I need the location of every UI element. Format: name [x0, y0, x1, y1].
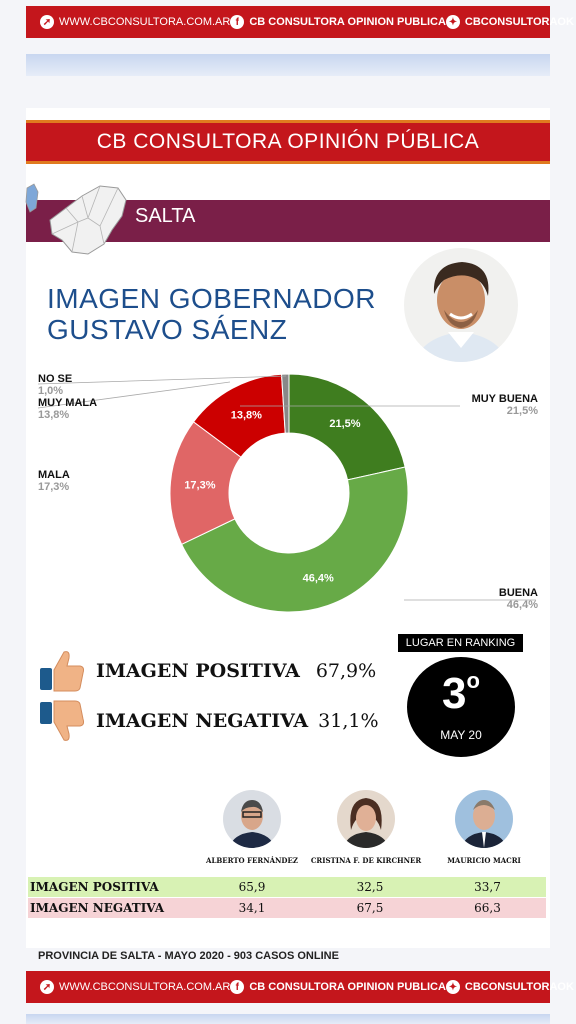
- heading-line-1: IMAGEN GOBERNADOR: [47, 283, 376, 314]
- avatar: [337, 790, 395, 848]
- leader-line: [37, 381, 231, 409]
- legend-buena: BUENA 46,4%: [458, 587, 538, 611]
- twitter-link[interactable]: ✦ CBCONSULTORAOK: [445, 980, 574, 994]
- bottom-banner: ➚ WWW.CBCONSULTORA.COM.AR f CB CONSULTOR…: [26, 971, 574, 1003]
- table-row-negative: IMAGEN NEGATIVA 34,1 67,5 66,3: [28, 898, 546, 918]
- ranking-label: LUGAR EN RANKING: [398, 634, 523, 652]
- negative-value: 31,1%: [318, 710, 379, 732]
- legend-mala: MALA 17,3%: [38, 469, 70, 493]
- politician-name: ALBERTO FERNÁNDEZ: [206, 856, 298, 865]
- legend-mala-label: MALA: [38, 469, 70, 481]
- slice-no-se: [280, 373, 290, 434]
- ranking-position: 3o: [407, 668, 515, 719]
- table-cell: 32,5: [356, 880, 384, 894]
- table-cell: 65,9: [238, 880, 266, 894]
- website-text: WWW.CBCONSULTORA.COM.AR: [59, 981, 231, 993]
- cursor-click-icon: ➚: [40, 980, 54, 994]
- thumbs-up-icon: [40, 651, 85, 692]
- legend-no-se: NO SE 1,0%: [38, 373, 72, 397]
- legend-buena-value: 46,4%: [506, 599, 538, 611]
- slice-muy-buena: [288, 373, 406, 481]
- cursor-click-icon: ➚: [40, 15, 54, 29]
- legend-no-se-value: 1,0%: [38, 385, 64, 397]
- negative-label: IMAGEN NEGATIVA: [96, 710, 309, 732]
- legend-muy-buena: MUY BUENA 21,5%: [458, 393, 538, 417]
- twitter-link[interactable]: ✦ CBCONSULTORAOK: [445, 15, 574, 29]
- table-cell: 33,7: [474, 880, 501, 894]
- governor-portrait: [404, 248, 518, 362]
- donut-chart: 21,5% 46,4% 17,3% 13,8%: [37, 373, 536, 613]
- twitter-text: CBCONSULTORAOK: [464, 981, 574, 993]
- data-label-muy-mala: 13,8%: [231, 409, 262, 421]
- row-label: IMAGEN NEGATIVA: [30, 901, 164, 915]
- table-cell: 67,5: [356, 901, 384, 915]
- website-link[interactable]: ➚ WWW.CBCONSULTORA.COM.AR: [40, 15, 230, 29]
- legend-buena-label: BUENA: [498, 587, 538, 599]
- legend-no-se-label: NO SE: [38, 373, 73, 385]
- chart-heading: IMAGEN GOBERNADOR GUSTAVO SÁENZ: [47, 283, 376, 345]
- legend-muy-mala-value: 13,8%: [38, 409, 70, 421]
- decorative-strip: [26, 1014, 550, 1024]
- facebook-link[interactable]: f CB CONSULTORA OPINION PUBLICA: [230, 980, 446, 994]
- table-cell: 34,1: [238, 901, 266, 915]
- thumbs-down-icon: [40, 700, 85, 741]
- positive-value: 67,9%: [315, 660, 377, 682]
- data-label-muy-buena: 21,5%: [329, 418, 360, 430]
- politician-3: MAURICIO MACRI: [424, 790, 544, 865]
- positive-label: IMAGEN POSITIVA: [96, 660, 300, 682]
- twitter-text: CBCONSULTORAOK: [464, 16, 574, 28]
- positive-image-row: IMAGEN POSITIVA 67,9%: [38, 648, 376, 694]
- legend-muy-mala: MUY MALA 13,8%: [38, 397, 97, 421]
- politician-name: MAURICIO MACRI: [447, 856, 521, 865]
- ranking-date: MAY 20: [440, 728, 482, 742]
- decorative-strip: [26, 54, 550, 76]
- website-text: WWW.CBCONSULTORA.COM.AR: [59, 16, 231, 28]
- heading-line-2: GUSTAVO SÁENZ: [47, 314, 288, 345]
- facebook-icon: f: [230, 15, 245, 29]
- ranking-superscript: o: [466, 668, 480, 694]
- table-row-positive: IMAGEN POSITIVA 65,9 32,5 33,7: [28, 877, 546, 897]
- top-banner: ➚ WWW.CBCONSULTORA.COM.AR f CB CONSULTOR…: [26, 6, 574, 38]
- negative-image-row: IMAGEN NEGATIVA 31,1%: [38, 698, 379, 744]
- avatar: [455, 790, 513, 848]
- leader-line: [37, 375, 287, 385]
- row-label: IMAGEN POSITIVA: [30, 880, 159, 894]
- table-cell: 66,3: [474, 901, 501, 915]
- legend-muy-buena-value: 21,5%: [506, 405, 538, 417]
- politician-1: ALBERTO FERNÁNDEZ: [192, 790, 312, 865]
- footer-note: PROVINCIA DE SALTA - MAYO 2020 - 903 CAS…: [38, 950, 339, 962]
- data-label-mala: 17,3%: [184, 479, 215, 491]
- legend-muy-buena-label: MUY BUENA: [471, 393, 538, 405]
- twitter-icon: ✦: [445, 980, 460, 994]
- legend-mala-value: 17,3%: [38, 481, 70, 493]
- province-name: SALTA: [135, 205, 196, 227]
- politician-2: CRISTINA F. DE KIRCHNER: [306, 790, 426, 865]
- page-title: CB CONSULTORA OPINIÓN PÚBLICA: [26, 120, 550, 164]
- website-link[interactable]: ➚ WWW.CBCONSULTORA.COM.AR: [40, 980, 230, 994]
- facebook-icon: f: [230, 980, 245, 994]
- data-label-buena: 46,4%: [303, 573, 334, 585]
- salta-map-icon: [25, 183, 127, 255]
- facebook-text: CB CONSULTORA OPINION PUBLICA: [249, 981, 446, 993]
- slice-buena: [180, 466, 409, 613]
- avatar: [223, 790, 281, 848]
- ranking-badge: 3o MAY 20: [407, 657, 515, 757]
- twitter-icon: ✦: [445, 15, 460, 29]
- facebook-text: CB CONSULTORA OPINION PUBLICA: [249, 16, 446, 28]
- ranking-number: 3: [442, 669, 467, 718]
- legend-muy-mala-label: MUY MALA: [38, 397, 98, 409]
- facebook-link[interactable]: f CB CONSULTORA OPINION PUBLICA: [230, 15, 446, 29]
- politician-name: CRISTINA F. DE KIRCHNER: [310, 856, 422, 865]
